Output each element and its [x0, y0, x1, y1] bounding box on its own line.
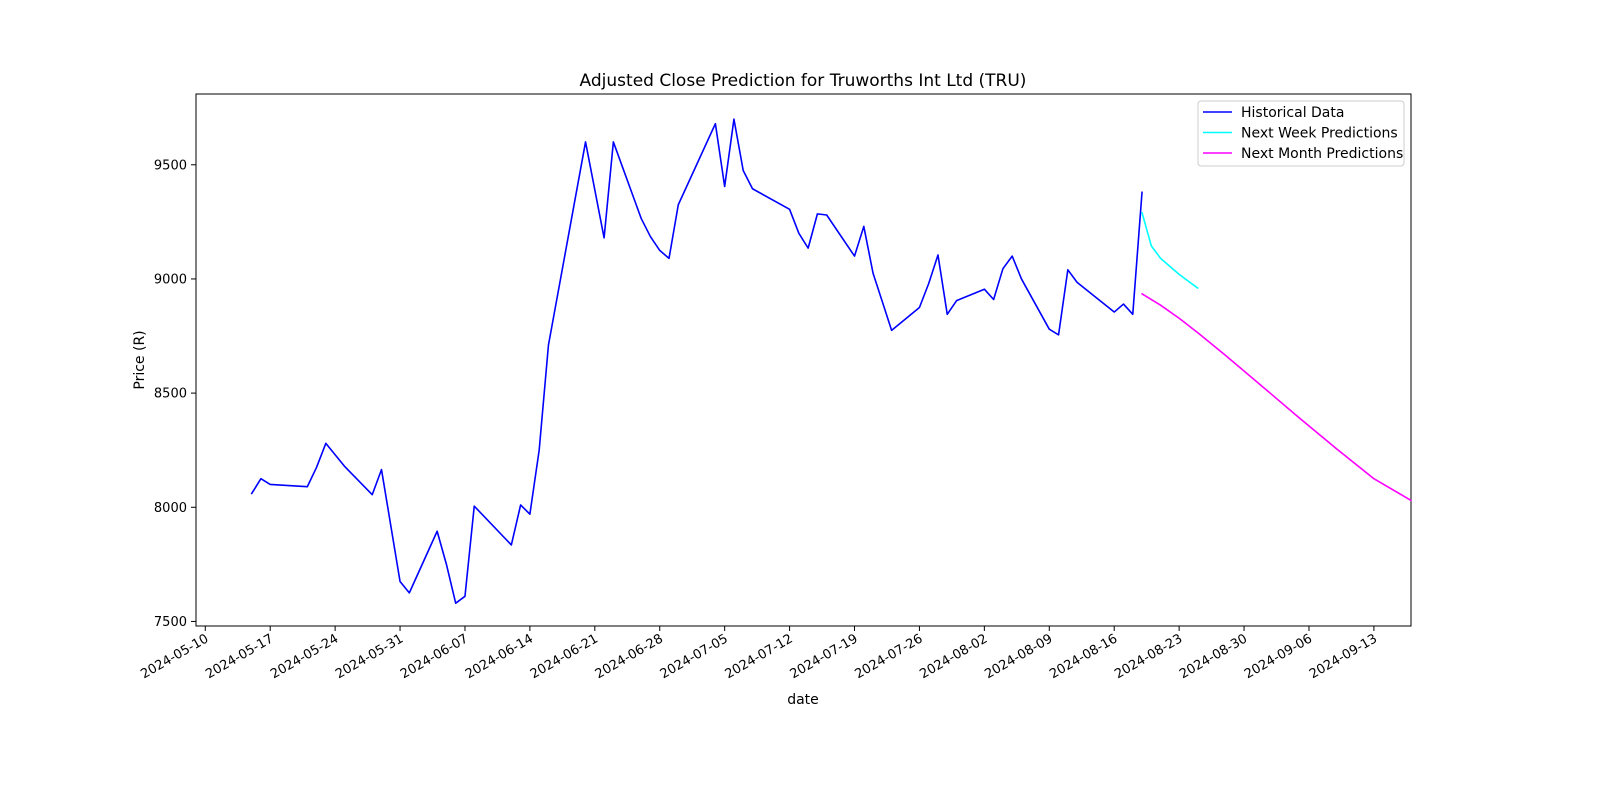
y-tick-label: 8000: [154, 501, 187, 516]
y-tick-label: 9500: [154, 158, 187, 173]
x-tick-label: 2024-05-17: [203, 631, 276, 682]
x-tick-label: 2024-07-19: [788, 631, 861, 682]
plot-area: [195, 93, 1412, 627]
x-tick-label: 2024-07-26: [852, 631, 925, 682]
series-line-next-month-predictions: [1141, 292, 1412, 502]
legend-label-historical-data: Historical Data: [1241, 105, 1344, 121]
x-tick-label: 2024-08-30: [1177, 631, 1250, 682]
x-tick-label: 2024-06-28: [593, 631, 666, 682]
x-tick-label: 2024-07-12: [723, 631, 796, 682]
x-tick-label: 2024-05-10: [138, 631, 211, 682]
x-tick-label: 2024-08-16: [1047, 631, 1120, 682]
x-tick-label: 2024-05-31: [333, 631, 406, 682]
x-tick-label: 2024-06-14: [463, 631, 536, 682]
x-tick-label: 2024-08-09: [982, 631, 1055, 682]
x-tick-label: 2024-07-05: [658, 631, 731, 682]
x-axis-label: date: [787, 692, 819, 708]
x-tick-label: 2024-06-07: [398, 631, 471, 682]
x-tick-label: 2024-06-21: [528, 631, 601, 682]
x-tick-label: 2024-09-06: [1242, 631, 1315, 682]
series-layer: [250, 118, 1412, 604]
y-tick-label: 9000: [154, 272, 187, 287]
chart-legend: Historical Data Next Week Predictions Next…: [1197, 100, 1405, 167]
x-tick-label: 2024-09-13: [1307, 631, 1380, 682]
y-axis-label: Price (R): [132, 330, 148, 389]
y-tick-label: 7500: [154, 615, 187, 630]
y-axis: 7500 8000 8500 9000 9500: [154, 158, 196, 630]
x-tick-label: 2024-05-24: [268, 631, 341, 682]
y-tick-label: 8500: [154, 387, 187, 402]
x-tick-label: 2024-08-02: [917, 631, 990, 682]
series-line-historical-data: [250, 118, 1143, 604]
legend-box: [1197, 100, 1405, 167]
series-line-next-week-predictions: [1141, 211, 1199, 289]
chart-title: Adjusted Close Prediction for Truworths …: [580, 71, 1027, 91]
x-axis: 2024-05-102024-05-172024-05-242024-05-31…: [138, 626, 1380, 682]
legend-label-next-month-predictions: Next Month Predictions: [1241, 146, 1403, 162]
legend-label-next-week-predictions: Next Week Predictions: [1241, 126, 1398, 142]
x-tick-label: 2024-08-23: [1112, 631, 1185, 682]
